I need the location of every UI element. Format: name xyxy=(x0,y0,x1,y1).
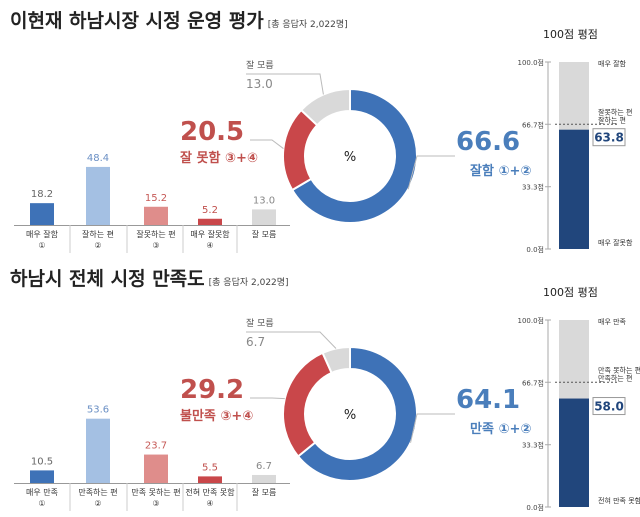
leader-line xyxy=(407,155,455,190)
total-positive-value: 64.1 xyxy=(456,385,520,415)
chart-title: 하남시 전체 시정 만족도 [총 응답자 2,022명] xyxy=(10,268,289,290)
bar-value-label: 5.5 xyxy=(202,462,218,473)
score-scale-label: 매우 잘함 xyxy=(598,59,627,68)
leader-line xyxy=(250,397,285,400)
bar-value-label: 48.4 xyxy=(87,153,109,164)
total-positive-label: 잘함 ①+② xyxy=(470,163,531,179)
leader-line xyxy=(246,73,324,95)
bar-2 xyxy=(86,418,110,483)
donut-slice-3 xyxy=(321,345,351,375)
donut-center-label: % xyxy=(344,150,356,165)
score-tick-label: 66.7점 xyxy=(522,121,544,129)
bar-2 xyxy=(86,166,110,225)
bar-value-label: 10.5 xyxy=(31,456,53,467)
category-label: 매우 만족 xyxy=(26,488,58,497)
category-label: 잘 모름 xyxy=(252,488,277,497)
category-label: ③ xyxy=(152,241,159,250)
donut-slice-2 xyxy=(282,108,319,192)
category-label: ② xyxy=(94,241,101,250)
total-positive-label: 만족 ①+② xyxy=(470,421,531,437)
chart-title: 이현재 하남시장 시정 운영 평가 [총 응답자 2,022명] xyxy=(10,10,348,32)
score-scale-label: 매우 잘못함 xyxy=(598,238,633,247)
category-label: 만족 못하는 편 xyxy=(131,487,180,497)
total-negative-label: 불만족 ③+④ xyxy=(180,408,253,424)
total-positive-value: 66.6 xyxy=(456,127,520,157)
panel-mayor-evaluation: 이현재 하남시장 시정 운영 평가 [총 응답자 2,022명] 100점 평점 … xyxy=(0,0,640,258)
score-title: 100점 평점 xyxy=(543,286,598,299)
bar-1 xyxy=(30,203,54,225)
category-label: 잘 모름 xyxy=(252,230,277,239)
score-title: 100점 평점 xyxy=(543,28,598,41)
category-label: ① xyxy=(38,499,45,508)
score-value-box xyxy=(592,397,626,416)
category-label: ④ xyxy=(206,499,213,508)
dont-know-label: 잘 모름 xyxy=(246,59,274,71)
category-label: ④ xyxy=(206,241,213,250)
donut-slice-1 xyxy=(290,87,418,224)
bar-3 xyxy=(144,206,168,225)
score-scale-label: 잘하는 편 xyxy=(598,115,626,124)
category-label: ① xyxy=(38,241,45,250)
score-tick-label: 100.0점 xyxy=(518,317,544,325)
score-scale-label: 만족 못하는 편 xyxy=(598,365,640,374)
score-tick-label: 66.7점 xyxy=(522,379,544,387)
score-tick-label: 0.0점 xyxy=(526,246,544,254)
score-value-box xyxy=(592,128,626,147)
panel-city-satisfaction: 하남시 전체 시정 만족도 [총 응답자 2,022명] 100점 평점 10.5… xyxy=(0,258,640,516)
donut-slice-2 xyxy=(282,351,333,458)
bar-value-label: 5.2 xyxy=(202,205,218,216)
dont-know-label: 잘 모름 xyxy=(246,317,274,329)
category-label: 매우 잘못함 xyxy=(190,230,230,239)
score-value: 58.0 xyxy=(594,400,624,414)
score-tick-label: 100.0점 xyxy=(518,59,544,67)
bar-value-label: 15.2 xyxy=(145,193,167,204)
category-label: 전혀 만족 못함 xyxy=(185,487,235,497)
category-label: ③ xyxy=(152,499,159,508)
bar-4 xyxy=(198,476,222,483)
bar-5 xyxy=(252,474,276,483)
chart-canvas: 18.2 매우 잘함 ① 48.4 잘하는 편 ② 15.2 잘못하는 편 ③ 5.2 매우 잘못함… xyxy=(14,59,633,254)
bar-3 xyxy=(144,454,168,483)
score-scale-label: 잘못하는 편 xyxy=(598,107,632,116)
leader-line xyxy=(250,139,284,149)
category-label: 잘못하는 편 xyxy=(136,229,175,239)
chart-subtitle: [총 응답자 2,022명] xyxy=(267,20,348,30)
bar-value-label: 6.7 xyxy=(256,461,272,472)
bar-1 xyxy=(30,470,54,483)
score-scale-label: 전혀 만족 못함 xyxy=(598,496,640,505)
category-label: 만족하는 편 xyxy=(78,487,117,497)
dont-know-value: 13.0 xyxy=(246,77,273,91)
score-scale-label: 매우 만족 xyxy=(598,317,627,326)
score-fill xyxy=(559,129,589,249)
category-label: 잘하는 편 xyxy=(82,229,114,239)
score-scale-label: 만족하는 편 xyxy=(598,373,632,382)
chart-subtitle: [총 응답자 2,022명] xyxy=(208,278,289,288)
score-value: 63.8 xyxy=(594,131,624,145)
score-tick-label: 33.3점 xyxy=(522,184,544,192)
donut-slice-3 xyxy=(299,87,351,127)
donut-slice-1 xyxy=(296,345,418,482)
total-negative-value: 29.2 xyxy=(180,375,244,405)
dont-know-value: 6.7 xyxy=(246,335,265,349)
total-negative-label: 잘 못함 ③+④ xyxy=(180,150,258,166)
leader-line xyxy=(246,331,337,349)
leader-line xyxy=(410,413,455,443)
bar-4 xyxy=(198,218,222,225)
bar-value-label: 23.7 xyxy=(145,441,167,452)
score-tick-label: 33.3점 xyxy=(522,442,544,450)
chart-canvas: 10.5 매우 만족 ① 53.6 만족하는 편 ② 23.7 만족 못하는 편 ③ 5.5 전혀 … xyxy=(14,317,640,512)
bar-value-label: 13.0 xyxy=(253,195,275,206)
bar-value-label: 18.2 xyxy=(31,189,53,200)
score-fill xyxy=(559,398,589,507)
bar-5 xyxy=(252,209,276,225)
donut-center-label: % xyxy=(344,408,356,423)
total-negative-value: 20.5 xyxy=(180,117,244,147)
category-label: ② xyxy=(94,499,101,508)
bar-value-label: 53.6 xyxy=(87,405,109,416)
score-tick-label: 0.0점 xyxy=(526,504,544,512)
category-label: 매우 잘함 xyxy=(26,230,59,239)
